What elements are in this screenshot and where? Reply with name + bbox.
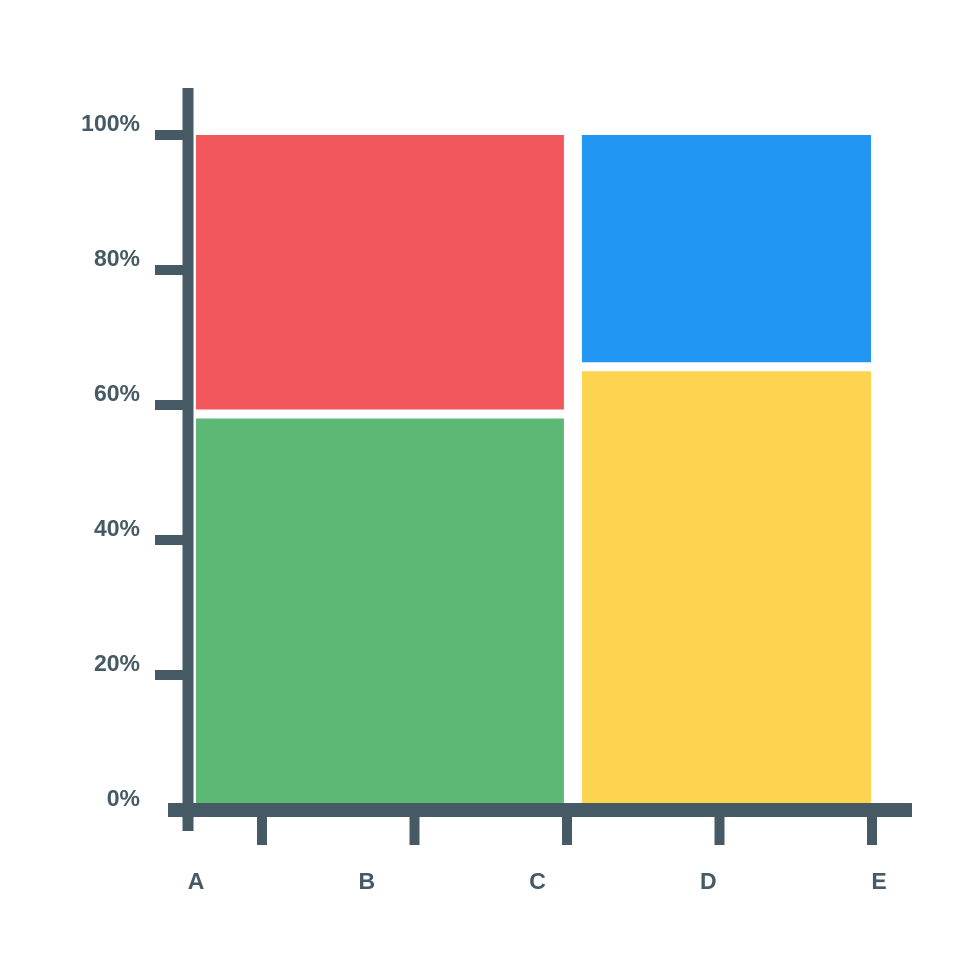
y-tick-label: 60% [94, 380, 140, 406]
mosaic-cell [196, 135, 564, 410]
y-tick-label: 20% [94, 650, 140, 676]
mosaic-cell [196, 418, 564, 810]
mosaic-cell [581, 135, 871, 363]
y-tick-label: 40% [94, 515, 140, 541]
y-tick-label: 0% [107, 785, 140, 811]
mosaic-cell [581, 371, 871, 810]
x-tick-label: E [871, 868, 886, 894]
y-tick-label: 100% [81, 110, 140, 136]
x-tick-label: A [188, 868, 205, 894]
x-tick-label: D [700, 868, 717, 894]
x-tick-label: C [529, 868, 546, 894]
y-tick-label: 80% [94, 245, 140, 271]
x-tick-label: B [358, 868, 375, 894]
